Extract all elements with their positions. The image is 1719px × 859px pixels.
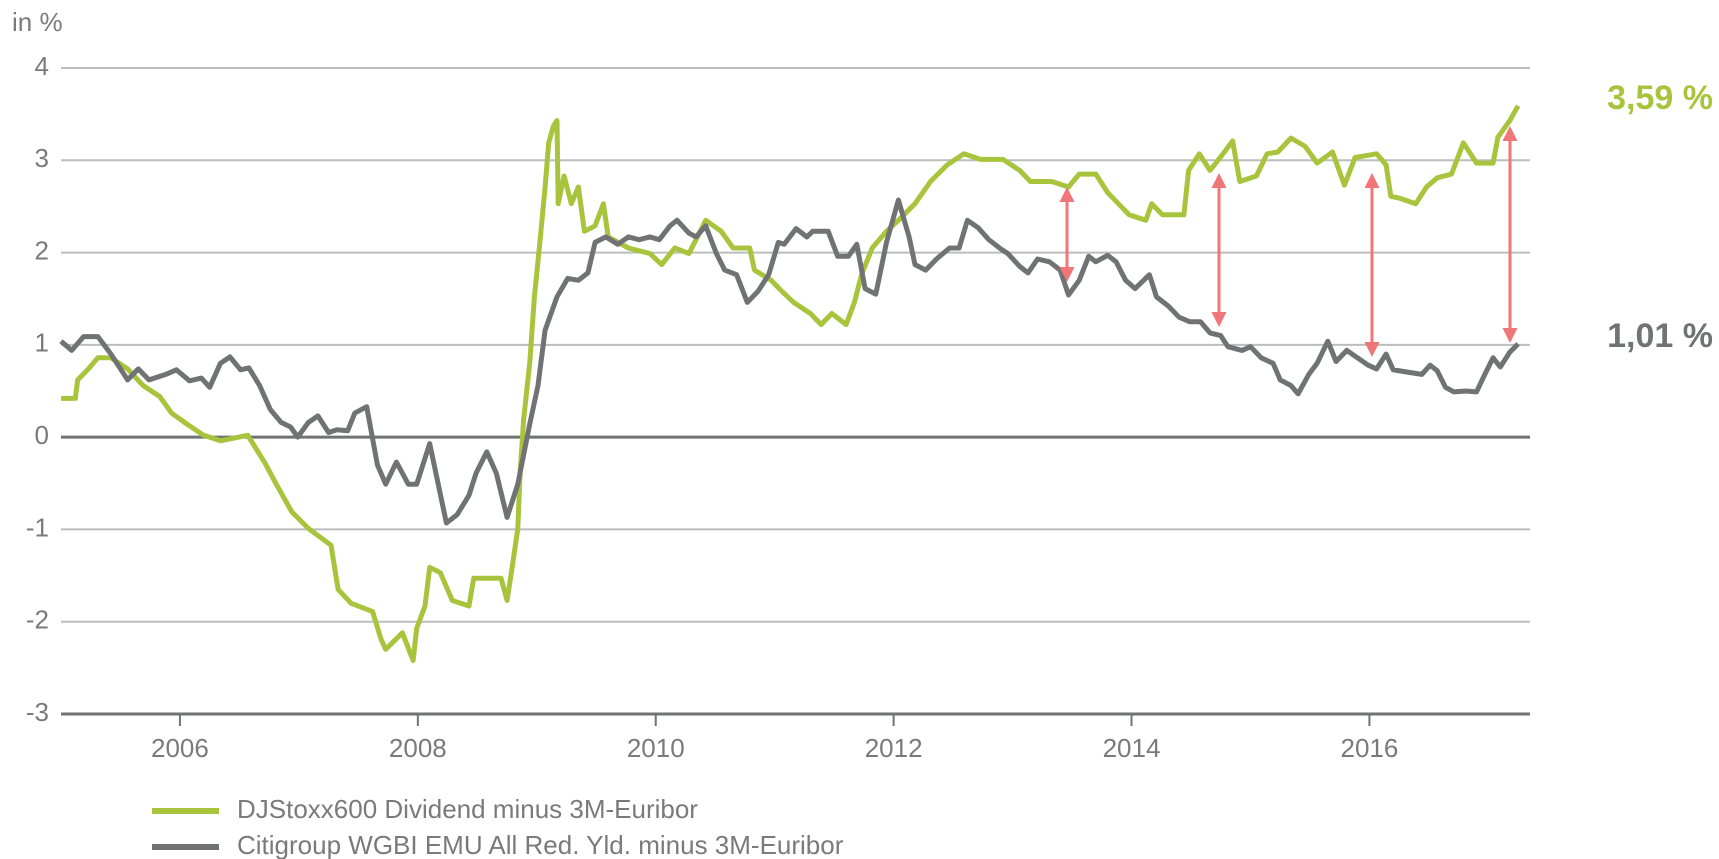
y-axis-label: in %: [12, 7, 63, 37]
legend-label: Citigroup WGBI EMU All Red. Yld. minus 3…: [237, 830, 844, 859]
series-line: [61, 104, 1521, 663]
series-line: [59, 197, 1520, 526]
y-tick-label: 2: [35, 235, 49, 265]
x-tick-label: 2010: [627, 733, 685, 763]
legend-label: DJStoxx600 Dividend minus 3M-Euribor: [237, 794, 698, 824]
y-tick-label: 3: [35, 143, 49, 173]
gap-arrows: [1059, 126, 1518, 357]
x-tick-label: 2016: [1340, 733, 1398, 763]
x-tick-label: 2008: [389, 733, 447, 763]
y-tick-label: -1: [26, 512, 49, 542]
end-label: 3,59 %: [1607, 79, 1713, 117]
x-tick-label: 2006: [151, 733, 209, 763]
x-tick-label: 2012: [865, 733, 923, 763]
y-tick-label: 4: [35, 51, 49, 81]
labels: -3 -2 -1 0 1 2 3 4 2006 2008 2010 2012 2014 2016 3,59 …: [26, 51, 1713, 859]
y-tick-label: 1: [35, 328, 49, 358]
y-tick-label: 0: [35, 420, 49, 450]
end-label: 1,01 %: [1607, 317, 1713, 355]
y-tick-label: -2: [26, 605, 49, 635]
grid: [61, 67, 1530, 726]
plot: [59, 104, 1521, 663]
x-tick-label: 2014: [1103, 733, 1161, 763]
y-tick-label: -3: [26, 697, 49, 727]
